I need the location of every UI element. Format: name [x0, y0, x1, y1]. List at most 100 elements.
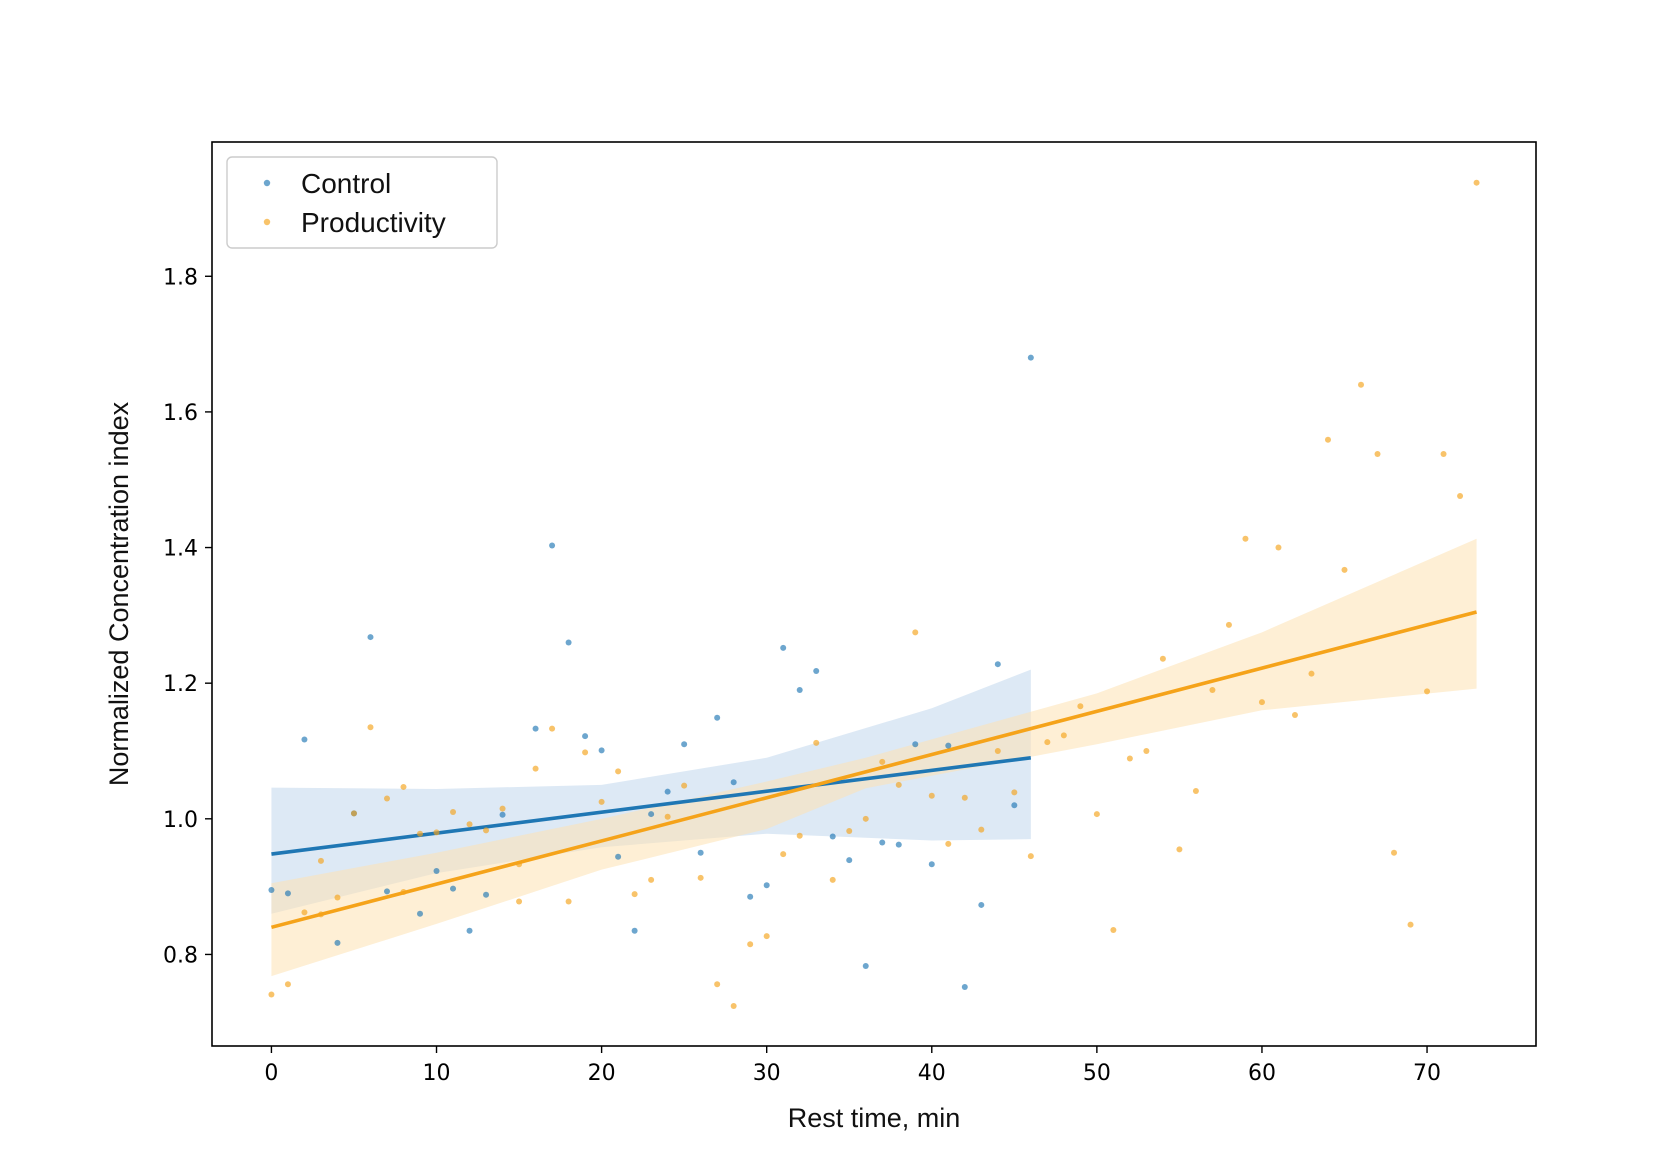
regression-line-productivity — [270, 610, 1478, 930]
data-point-productivity — [714, 981, 721, 988]
data-point-productivity — [1225, 621, 1232, 628]
data-point-control — [450, 885, 457, 892]
y-tick-label: 1.2 — [163, 672, 198, 697]
data-point-productivity — [1159, 655, 1166, 662]
data-point-productivity — [994, 747, 1001, 754]
data-point-productivity — [582, 749, 589, 756]
data-point-productivity — [1110, 927, 1117, 934]
regression-line-control — [271, 755, 1032, 856]
data-point-productivity — [796, 832, 803, 839]
data-point-control — [367, 634, 374, 641]
x-tick-label: 60 — [1248, 1061, 1276, 1086]
data-point-productivity — [1440, 450, 1447, 457]
y-tick-label: 1.4 — [163, 537, 198, 562]
data-point-productivity — [466, 821, 473, 828]
data-point-productivity — [1077, 703, 1084, 710]
x-tick-label: 20 — [588, 1061, 616, 1086]
scatter-points — [268, 179, 1480, 1009]
y-tick-label: 1.8 — [163, 265, 198, 290]
x-axis-ticks: 0 10 20 30 40 50 60 70 — [264, 1046, 1441, 1086]
data-point-control — [928, 861, 935, 868]
data-point-productivity — [1143, 747, 1150, 754]
x-axis-label: Rest time, min — [788, 1103, 961, 1133]
data-point-productivity — [730, 1002, 737, 1009]
data-point-productivity — [895, 781, 902, 788]
legend-marker-productivity — [263, 218, 271, 226]
data-point-productivity — [483, 827, 490, 834]
data-point-productivity — [879, 758, 886, 765]
data-point-productivity — [367, 724, 374, 731]
data-point-productivity — [978, 826, 985, 833]
legend: Control Productivity — [226, 156, 498, 249]
legend-box — [226, 156, 498, 249]
data-point-control — [1011, 802, 1018, 809]
y-tick-label: 1.0 — [163, 808, 198, 833]
y-axis-ticks: 0.8 1.0 1.2 1.4 1.6 1.8 — [163, 265, 212, 968]
data-point-control — [417, 910, 424, 917]
data-point-productivity — [912, 629, 919, 636]
data-point-productivity — [1374, 450, 1381, 457]
data-point-productivity — [433, 829, 440, 836]
data-point-productivity — [1275, 544, 1282, 551]
data-point-productivity — [1391, 849, 1398, 856]
data-point-productivity — [928, 792, 935, 799]
data-point-productivity — [780, 851, 787, 858]
data-point-productivity — [1473, 179, 1480, 186]
data-point-productivity — [1242, 535, 1249, 542]
data-point-productivity — [1126, 755, 1133, 762]
data-point-productivity — [565, 898, 572, 905]
data-point-productivity — [862, 815, 869, 822]
regression-lines — [270, 610, 1478, 930]
data-point-control — [532, 725, 539, 732]
data-point-productivity — [516, 861, 523, 868]
x-tick-label: 40 — [918, 1061, 946, 1086]
data-point-control — [829, 833, 836, 840]
data-point-control — [549, 542, 556, 549]
data-point-control — [565, 639, 572, 646]
data-point-productivity — [499, 805, 506, 812]
data-point-control — [631, 927, 638, 934]
data-point-productivity — [1407, 921, 1414, 928]
data-point-productivity — [417, 830, 424, 837]
legend-marker-control — [263, 179, 271, 187]
data-point-control — [664, 788, 671, 795]
data-point-control — [681, 741, 688, 748]
x-tick-label: 0 — [264, 1061, 278, 1086]
data-point-control — [598, 747, 605, 754]
data-point-control — [879, 839, 886, 846]
data-point-productivity — [1192, 788, 1199, 795]
data-point-control — [284, 890, 291, 897]
y-tick-label: 0.8 — [163, 943, 198, 968]
data-point-productivity — [648, 876, 655, 883]
data-point-productivity — [1457, 493, 1464, 500]
data-point-control — [961, 983, 968, 990]
data-point-control — [994, 661, 1001, 668]
data-point-control — [978, 901, 985, 908]
data-point-control — [615, 853, 622, 860]
x-tick-label: 50 — [1083, 1061, 1111, 1086]
data-point-control — [714, 714, 721, 721]
data-point-control — [945, 742, 952, 749]
data-point-productivity — [268, 991, 275, 998]
data-point-control — [499, 811, 506, 818]
data-point-control — [483, 891, 490, 898]
x-tick-label: 70 — [1413, 1061, 1441, 1086]
confidence-bands — [271, 538, 1477, 977]
data-point-productivity — [1027, 853, 1034, 860]
data-point-productivity — [681, 782, 688, 789]
data-point-productivity — [846, 828, 853, 835]
data-point-control — [334, 939, 341, 946]
data-point-productivity — [1044, 739, 1051, 746]
y-axis-label: Normalized Concentration index — [104, 401, 134, 786]
data-point-control — [862, 962, 869, 969]
data-point-productivity — [1291, 712, 1298, 719]
data-point-productivity — [961, 794, 968, 801]
data-point-productivity — [284, 981, 291, 988]
data-point-productivity — [549, 725, 556, 732]
data-point-productivity — [1209, 686, 1216, 693]
data-point-productivity — [664, 813, 671, 820]
data-point-productivity — [532, 765, 539, 772]
legend-label-productivity: Productivity — [301, 207, 446, 238]
data-point-productivity — [1258, 699, 1265, 706]
data-point-control — [697, 849, 704, 856]
